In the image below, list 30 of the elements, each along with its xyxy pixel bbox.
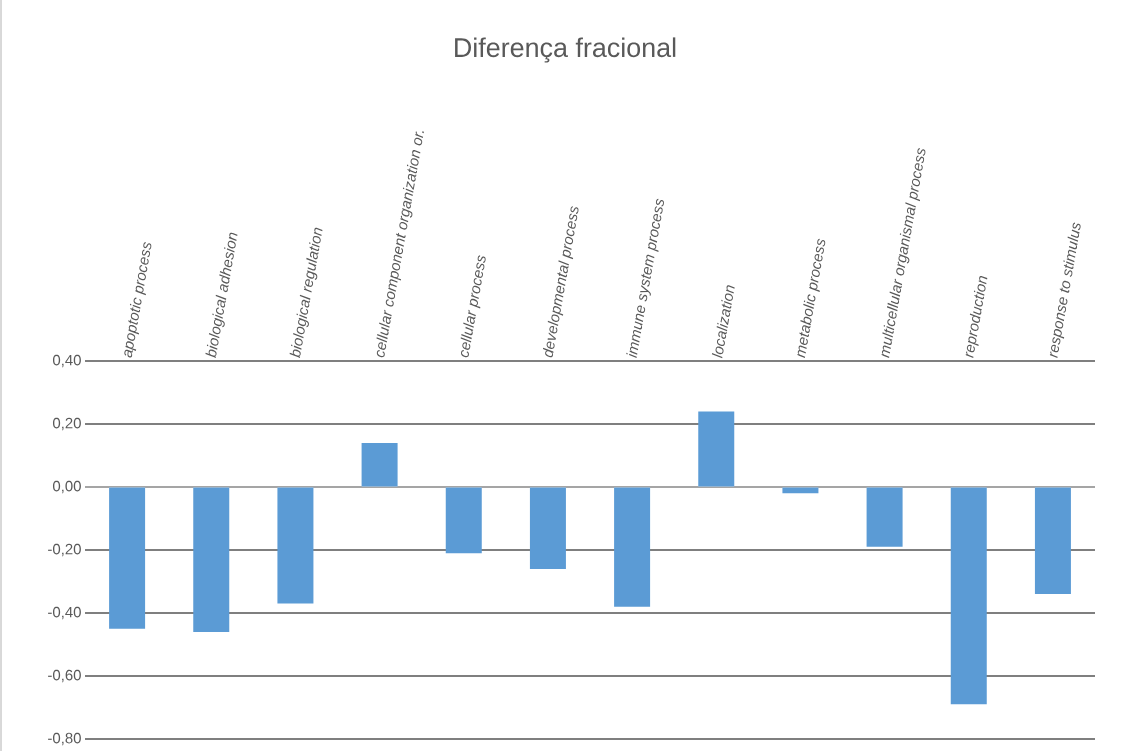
y-tick-label: 0,40	[52, 354, 81, 368]
bar	[950, 486, 987, 705]
x-tick-label: biological regulation	[289, 227, 323, 358]
x-tick-label: immune system process	[626, 198, 664, 358]
y-tick-label: 0,20	[52, 417, 81, 431]
bar	[445, 486, 482, 554]
y-tick-label: -0,60	[48, 669, 81, 683]
bar	[109, 486, 146, 629]
bar	[1034, 486, 1071, 595]
bar	[193, 486, 230, 632]
x-tick-label: metabolic process	[797, 238, 826, 358]
bar	[277, 486, 314, 604]
chart-title: Diferença fracional	[455, 37, 676, 63]
x-tick-label: reproduction	[965, 275, 988, 358]
x-tick-label: localization	[711, 285, 735, 359]
bar	[361, 442, 398, 487]
x-tick-label: biological adhesion	[205, 232, 238, 358]
bar	[866, 486, 903, 547]
bar	[698, 411, 735, 487]
y-tick-label: -0,20	[48, 543, 81, 557]
y-tick-label: 0,00	[52, 480, 81, 494]
y-tick-label: -0,40	[48, 606, 81, 620]
y-tick-label: -0,80	[48, 732, 81, 746]
x-tick-label: apoptotic process	[124, 242, 152, 358]
x-tick-label: response to stimulus	[1049, 222, 1081, 358]
x-tick-label: cellular process	[460, 255, 486, 358]
x-tick-label: cellular component organization or.	[376, 131, 424, 358]
bar	[614, 486, 651, 607]
x-tick-label: multicellular organismal process	[881, 148, 926, 358]
bar	[529, 486, 566, 569]
